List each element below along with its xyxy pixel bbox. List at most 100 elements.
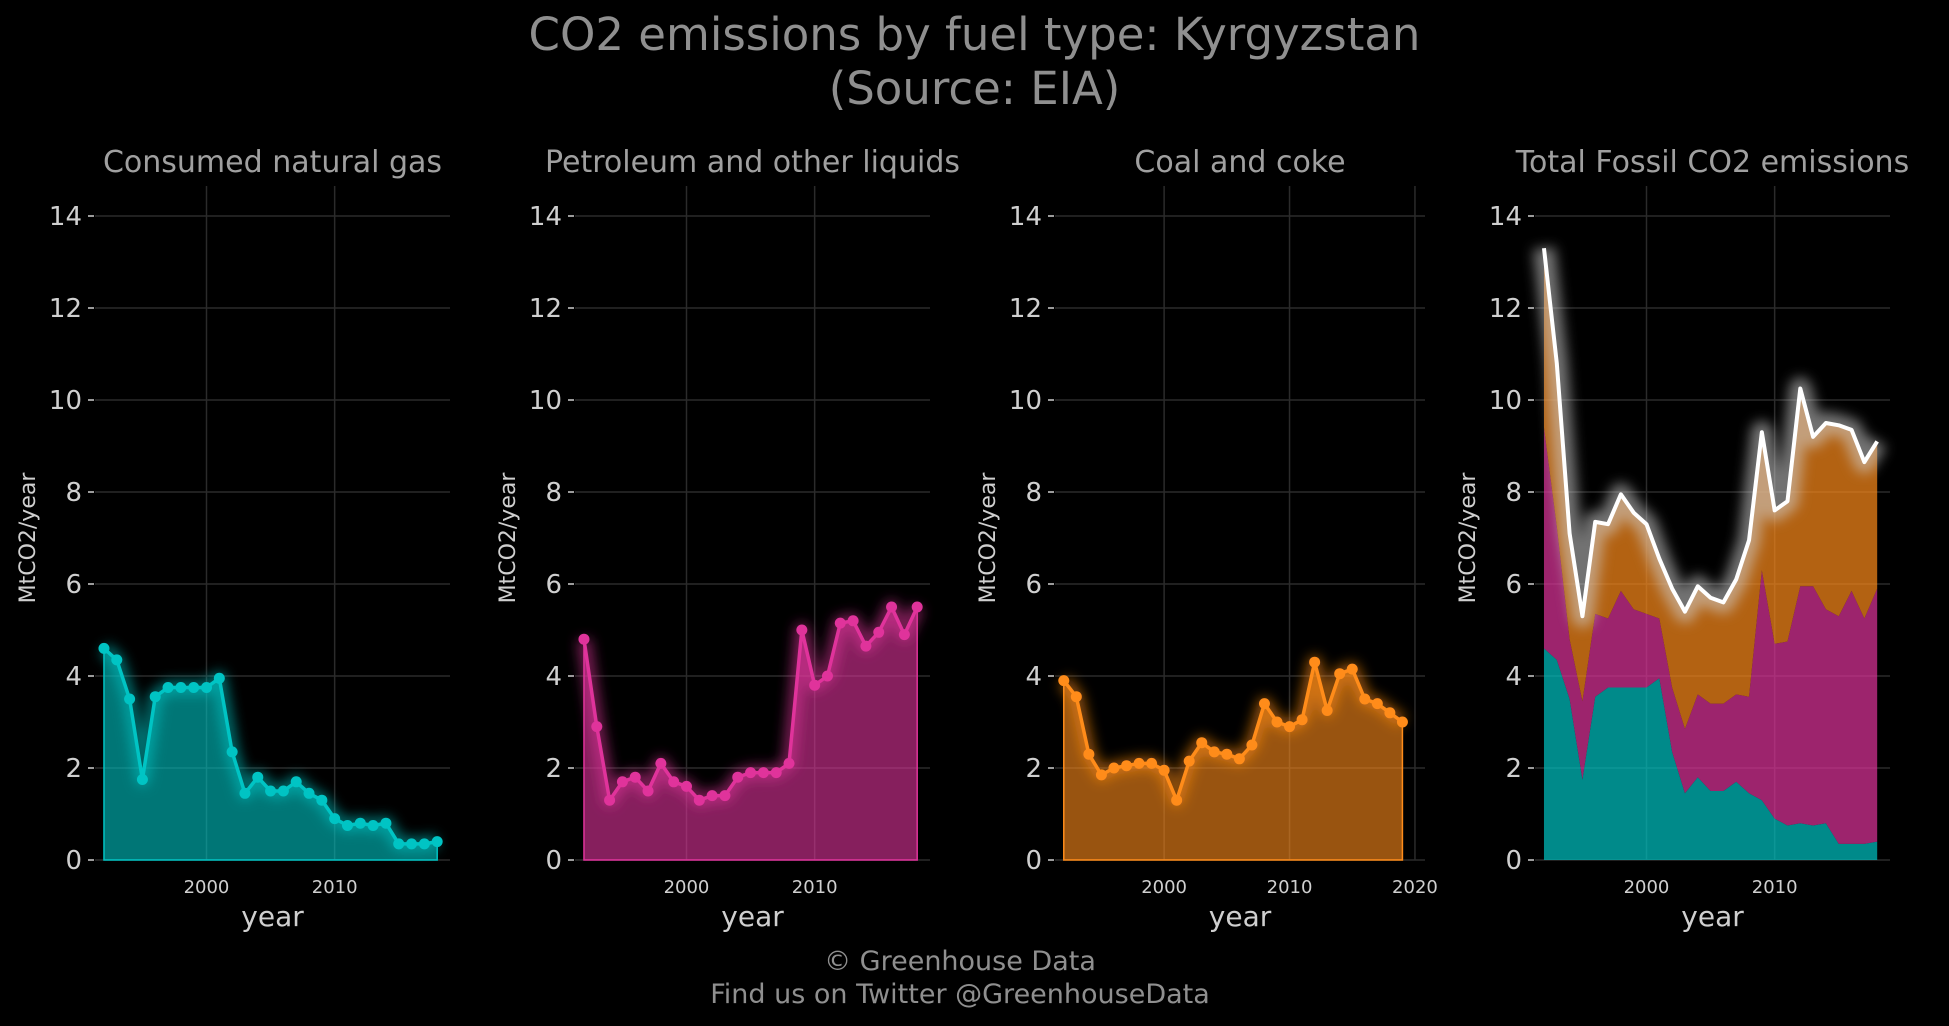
- y-tick-label: 8: [65, 478, 82, 508]
- data-point: [393, 838, 405, 850]
- data-point: [239, 787, 251, 799]
- data-point: [290, 776, 302, 788]
- y-axis-title: MtCO2/year: [1456, 472, 1481, 604]
- data-point: [886, 601, 898, 613]
- y-tick-label: 12: [1009, 294, 1042, 324]
- y-tick-label: 8: [1505, 478, 1522, 508]
- stack-area-petroleum: [1543, 427, 1878, 844]
- data-point: [1108, 762, 1120, 774]
- data-point: [809, 679, 821, 691]
- data-point: [277, 785, 289, 797]
- data-point: [1233, 753, 1245, 765]
- panel-title: Consumed natural gas: [103, 145, 442, 180]
- y-tick-label: 8: [1025, 478, 1042, 508]
- data-point: [200, 682, 212, 693]
- data-point: [655, 757, 667, 769]
- data-point: [1384, 707, 1396, 719]
- data-point: [1246, 739, 1258, 751]
- y-tick-label: 12: [1489, 294, 1522, 324]
- data-point: [1146, 757, 1158, 769]
- y-tick-label: 4: [1505, 662, 1522, 692]
- y-tick-label: 14: [49, 202, 82, 232]
- data-point: [821, 670, 833, 682]
- data-point: [226, 746, 238, 758]
- data-point: [316, 794, 328, 806]
- x-tick-label: 2010: [1752, 877, 1798, 898]
- data-point: [1120, 760, 1132, 772]
- data-point: [1396, 716, 1408, 728]
- y-tick-label: 6: [545, 570, 562, 600]
- y-tick-label: 10: [49, 386, 82, 416]
- panel-4: Total Fossil CO2 emissions 0 2 4 6 8 10 12 14 200…: [1456, 145, 1909, 933]
- y-tick-label: 2: [1505, 754, 1522, 784]
- data-point: [1058, 675, 1070, 687]
- y-tick-label: 6: [1505, 570, 1522, 600]
- y-tick-label: 10: [1489, 386, 1522, 416]
- data-point: [1095, 769, 1107, 781]
- y-tick-label: 2: [545, 754, 562, 784]
- chart-title: CO2 emissions by fuel type: Kyrgyzstan (…: [0, 8, 1949, 116]
- panel-title: Petroleum and other liquids: [545, 145, 960, 180]
- data-point: [796, 624, 808, 636]
- data-point: [1208, 746, 1220, 758]
- y-axis-title: MtCO2/year: [16, 472, 41, 604]
- total-line: [1541, 247, 1879, 619]
- panel-1: Consumed natural gas 0 2 4 6 8 10 12 14 2000 2010 y…: [16, 145, 450, 933]
- series-line: [1062, 660, 1404, 802]
- data-point: [898, 629, 910, 641]
- data-point: [1171, 794, 1183, 806]
- y-tick-label: 0: [545, 846, 562, 876]
- data-point: [252, 771, 264, 783]
- data-point: [604, 794, 616, 806]
- stack-area-coal: [1543, 248, 1878, 729]
- data-point: [188, 682, 200, 693]
- data-point: [732, 771, 744, 783]
- y-tick-label: 4: [1025, 662, 1042, 692]
- data-point: [1196, 737, 1208, 749]
- x-tick-label: 2010: [792, 877, 838, 898]
- data-point: [834, 617, 846, 629]
- data-point: [367, 820, 379, 831]
- caption: © Greenhouse Data Find us on Twitter @Gr…: [0, 945, 1920, 1011]
- data-point: [341, 820, 353, 831]
- data-point: [303, 787, 315, 799]
- data-point: [668, 776, 680, 788]
- data-point: [1346, 663, 1358, 675]
- data-point: [162, 682, 174, 693]
- caption-line1: © Greenhouse Data: [824, 946, 1096, 977]
- panel-title: Coal and coke: [1134, 145, 1345, 180]
- y-tick-label: 0: [65, 846, 82, 876]
- panel-3: Coal and coke 0 2 4 6 8 10 12 14 2000 2010 2020 year…: [976, 145, 1438, 933]
- data-point: [693, 794, 705, 806]
- data-point: [757, 767, 769, 779]
- data-point: [719, 790, 731, 802]
- stack-area-gas: [1543, 648, 1878, 860]
- y-tick-label: 2: [1025, 754, 1042, 784]
- data-point: [706, 790, 718, 802]
- data-point: [1359, 693, 1371, 705]
- x-tick-label: 2000: [1624, 877, 1670, 898]
- data-point: [1284, 721, 1296, 733]
- data-point: [1158, 764, 1170, 776]
- data-point: [745, 767, 757, 779]
- data-point: [329, 813, 341, 825]
- data-point: [213, 672, 225, 684]
- x-tick-label: 2020: [1392, 877, 1438, 898]
- panel-2: Petroleum and other liquids 0 2 4 6 8 10 12 14 20…: [496, 145, 960, 933]
- data-point: [616, 776, 628, 788]
- x-tick-label: 2000: [664, 877, 710, 898]
- x-tick-label: 2010: [1267, 877, 1313, 898]
- y-tick-label: 14: [1489, 202, 1522, 232]
- x-axis-title: year: [1681, 900, 1744, 933]
- y-tick-label: 14: [1009, 202, 1042, 232]
- y-axis-title: MtCO2/year: [496, 472, 521, 604]
- chart-title-line2: (Source: EIA): [828, 62, 1121, 115]
- y-axis-title: MtCO2/year: [976, 472, 1001, 604]
- y-tick-label: 14: [529, 202, 562, 232]
- data-point: [265, 785, 277, 797]
- x-axis-title: year: [241, 900, 304, 933]
- data-point: [770, 767, 782, 779]
- data-point: [136, 774, 148, 785]
